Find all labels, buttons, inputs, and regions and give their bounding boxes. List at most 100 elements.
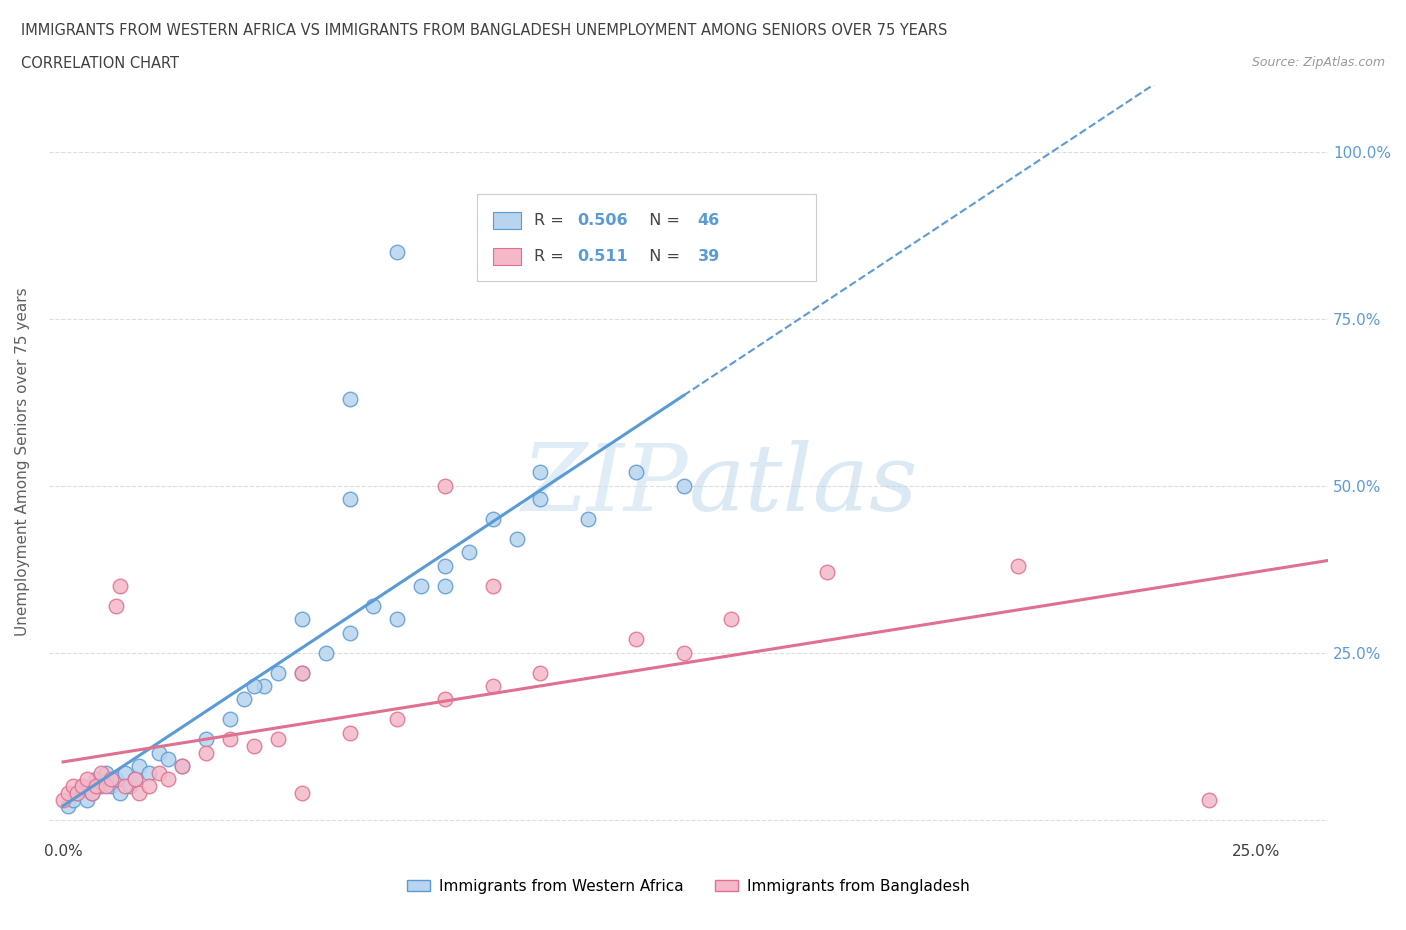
Point: [114, 778, 136, 793]
Point: [291, 665, 314, 680]
Point: [433, 692, 456, 707]
Point: [100, 778, 122, 793]
Point: [114, 765, 136, 780]
Point: [172, 759, 194, 774]
Point: [387, 711, 409, 726]
Text: N =: N =: [638, 249, 685, 264]
Point: [624, 631, 647, 646]
Point: [624, 465, 647, 480]
Point: [672, 645, 695, 660]
Point: [148, 745, 170, 760]
Point: [481, 512, 503, 526]
Point: [387, 612, 409, 627]
Point: [672, 478, 695, 493]
FancyBboxPatch shape: [492, 248, 520, 265]
Point: [339, 491, 361, 506]
Point: [529, 665, 551, 680]
Point: [339, 625, 361, 640]
Point: [157, 752, 180, 767]
FancyBboxPatch shape: [492, 212, 520, 229]
Point: [172, 759, 194, 774]
Point: [52, 792, 75, 807]
Point: [86, 772, 108, 787]
Point: [195, 732, 218, 747]
Point: [219, 732, 242, 747]
Point: [252, 679, 274, 694]
Point: [124, 772, 146, 787]
Point: [56, 786, 79, 801]
Point: [1007, 558, 1029, 573]
Point: [481, 679, 503, 694]
Text: ZIP: ZIP: [522, 440, 689, 530]
Text: R =: R =: [534, 213, 568, 228]
Text: R =: R =: [534, 249, 568, 264]
Point: [720, 612, 742, 627]
Point: [80, 786, 103, 801]
Point: [433, 478, 456, 493]
Point: [76, 792, 98, 807]
Text: 39: 39: [697, 249, 720, 264]
Point: [291, 786, 314, 801]
Point: [1198, 792, 1220, 807]
Point: [110, 578, 132, 593]
Point: [529, 491, 551, 506]
Point: [243, 679, 266, 694]
Text: 46: 46: [697, 213, 720, 228]
Point: [148, 765, 170, 780]
Point: [128, 759, 150, 774]
Point: [219, 711, 242, 726]
Text: N =: N =: [638, 213, 685, 228]
Text: 0.506: 0.506: [576, 213, 627, 228]
FancyBboxPatch shape: [478, 194, 817, 281]
Point: [110, 786, 132, 801]
Point: [62, 778, 84, 793]
Point: [387, 245, 409, 259]
Point: [104, 598, 127, 613]
Point: [457, 545, 479, 560]
Point: [90, 765, 112, 780]
Point: [62, 792, 84, 807]
Point: [815, 565, 838, 579]
Point: [505, 532, 527, 547]
Point: [138, 765, 160, 780]
Point: [529, 465, 551, 480]
Y-axis label: Unemployment Among Seniors over 75 years: Unemployment Among Seniors over 75 years: [15, 288, 30, 636]
Point: [433, 578, 456, 593]
Point: [128, 786, 150, 801]
Point: [70, 778, 93, 793]
Point: [90, 778, 112, 793]
Point: [576, 512, 599, 526]
Point: [267, 665, 290, 680]
Point: [94, 765, 117, 780]
Point: [291, 612, 314, 627]
Text: Source: ZipAtlas.com: Source: ZipAtlas.com: [1251, 56, 1385, 69]
Point: [157, 772, 180, 787]
Point: [195, 745, 218, 760]
Point: [100, 772, 122, 787]
Point: [104, 772, 127, 787]
Point: [124, 772, 146, 787]
Text: atlas: atlas: [689, 440, 918, 530]
Text: IMMIGRANTS FROM WESTERN AFRICA VS IMMIGRANTS FROM BANGLADESH UNEMPLOYMENT AMONG : IMMIGRANTS FROM WESTERN AFRICA VS IMMIGR…: [21, 23, 948, 38]
Point: [315, 645, 337, 660]
Point: [481, 578, 503, 593]
Point: [56, 799, 79, 814]
Point: [411, 578, 433, 593]
Point: [363, 598, 385, 613]
Point: [339, 392, 361, 406]
Text: 0.511: 0.511: [576, 249, 627, 264]
Point: [243, 738, 266, 753]
Point: [66, 786, 89, 801]
Point: [233, 692, 256, 707]
Point: [267, 732, 290, 747]
Point: [94, 778, 117, 793]
Point: [339, 725, 361, 740]
Legend: Immigrants from Western Africa, Immigrants from Bangladesh: Immigrants from Western Africa, Immigran…: [401, 872, 976, 900]
Point: [76, 772, 98, 787]
Point: [433, 558, 456, 573]
Point: [86, 778, 108, 793]
Point: [118, 778, 141, 793]
Text: CORRELATION CHART: CORRELATION CHART: [21, 56, 179, 71]
Point: [291, 665, 314, 680]
Point: [138, 778, 160, 793]
